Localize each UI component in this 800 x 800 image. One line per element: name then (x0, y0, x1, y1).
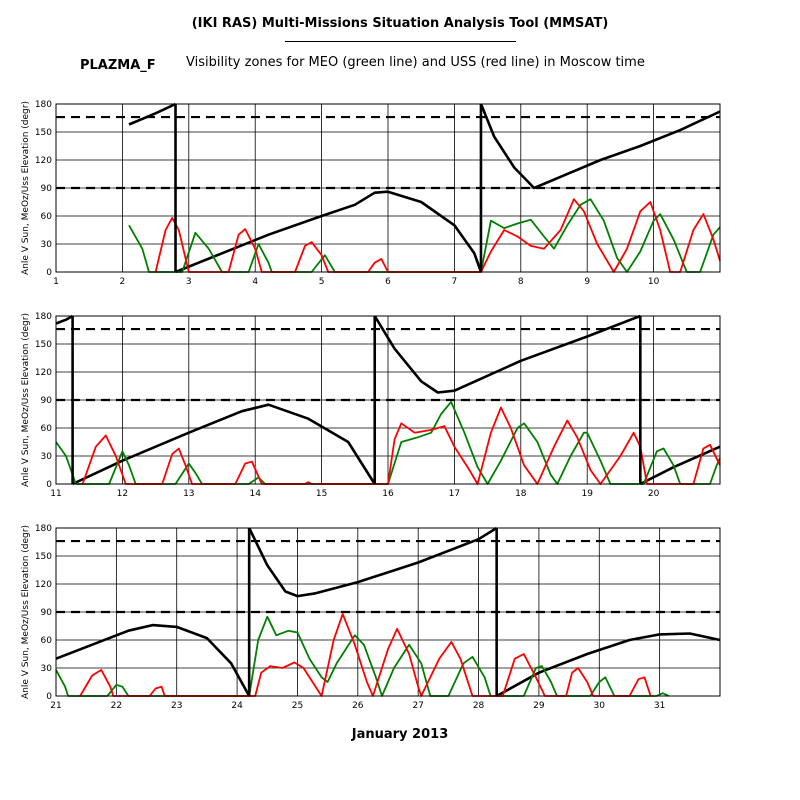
sun-angle-line (72, 403, 376, 486)
x-tick-label: 15 (316, 489, 327, 499)
y-tick-label: 150 (35, 340, 52, 350)
y-tick-label: 0 (46, 692, 52, 702)
sun-angle-line (175, 190, 483, 274)
plot-frame (55, 103, 721, 273)
y-tick-label: 120 (35, 368, 52, 378)
y-tick-label: 60 (41, 212, 53, 222)
y-tick-label: 180 (35, 524, 52, 534)
y-tick-label: 150 (35, 128, 52, 138)
sun-angle-line (248, 526, 498, 598)
x-tick-label: 3 (186, 277, 192, 287)
x-tick-label: 29 (533, 701, 545, 711)
y-tick-label: 120 (35, 156, 52, 166)
y-tick-label: 90 (41, 396, 53, 406)
x-tick-label: 10 (648, 277, 660, 287)
y-tick-label: 30 (41, 240, 53, 250)
x-tick-label: 17 (449, 489, 460, 499)
x-tick-label: 12 (117, 489, 128, 499)
sun-angle-line (479, 103, 721, 190)
y-tick-label: 0 (46, 268, 52, 278)
sun-angle-line (55, 623, 251, 697)
y-axis-label: Anle V Sun, MeOz/Uss Elevation (degr) (21, 313, 31, 487)
x-tick-label: 25 (292, 701, 303, 711)
x-tick-label: 22 (111, 701, 122, 711)
x-tick-label: 7 (452, 277, 458, 287)
y-tick-label: 60 (41, 636, 53, 646)
x-tick-label: 11 (50, 489, 61, 499)
y-tick-label: 150 (35, 552, 52, 562)
x-tick-label: 9 (584, 277, 590, 287)
x-tick-label: 19 (581, 489, 593, 499)
x-tick-label: 18 (515, 489, 527, 499)
x-tick-label: 20 (648, 489, 660, 499)
x-tick-label: 1 (53, 277, 59, 287)
y-tick-label: 30 (41, 452, 53, 462)
sun-angle-line (55, 314, 74, 325)
plot-frame (55, 527, 721, 697)
y-tick-label: 30 (41, 664, 53, 674)
x-tick-label: 26 (352, 701, 364, 711)
station-name: PLAZMA_F (80, 58, 156, 73)
x-tick-label: 6 (385, 277, 391, 287)
chart-panel-3: 0 30 60 90 120 150 180 21 22 23 24 25 26 27 28 29 30 31 An… (21, 524, 721, 711)
sun-angle-line (639, 445, 721, 486)
y-tick-label: 90 (41, 184, 53, 194)
chart-subtitle: Visibility zones for MEO (green line) an… (186, 55, 645, 70)
uss-elevation-line (81, 406, 721, 485)
x-tick-label: 2 (120, 277, 126, 287)
x-axis-label: January 2013 (351, 727, 449, 742)
y-tick-label: 180 (35, 312, 52, 322)
x-tick-label: 14 (249, 489, 261, 499)
x-tick-label: 21 (50, 701, 61, 711)
title-underline (285, 41, 516, 42)
chart-panel-2: 0 30 60 90 120 150 180 11 12 13 14 15 16 17 18 19 20 Anle… (21, 312, 721, 499)
page-title: (IKI RAS) Multi-Missions Situation Analy… (191, 16, 609, 31)
x-tick-label: 8 (518, 277, 524, 287)
chart-panel-1: 0 30 60 90 120 150 180 1 2 3 4 5 6 7 8 9 10 Anle V Sun, M… (21, 100, 721, 287)
y-axis-label: Anle V Sun, MeOz/Uss Elevation (degr) (21, 525, 31, 699)
uss-elevation-line (154, 198, 721, 273)
uss-elevation-line (79, 613, 652, 697)
y-tick-label: 0 (46, 480, 52, 490)
x-tick-label: 4 (252, 277, 258, 287)
sun-angle-line (496, 632, 721, 698)
y-tick-label: 60 (41, 424, 53, 434)
y-tick-label: 90 (41, 608, 53, 618)
plot-frame (55, 315, 721, 485)
x-tick-label: 16 (382, 489, 394, 499)
x-tick-label: 13 (183, 489, 194, 499)
y-tick-label: 180 (35, 100, 52, 110)
x-tick-label: 5 (319, 277, 325, 287)
x-tick-label: 30 (594, 701, 606, 711)
x-tick-label: 24 (231, 701, 243, 711)
x-tick-label: 27 (412, 701, 423, 711)
meo-elevation-line (55, 615, 670, 697)
y-tick-label: 120 (35, 580, 52, 590)
sun-angle-line (128, 102, 177, 126)
x-tick-label: 28 (473, 701, 485, 711)
y-axis-label: Anle V Sun, MeOz/Uss Elevation (degr) (21, 101, 31, 275)
sun-angle-line (373, 314, 641, 394)
x-tick-label: 31 (654, 701, 665, 711)
x-tick-label: 23 (171, 701, 182, 711)
